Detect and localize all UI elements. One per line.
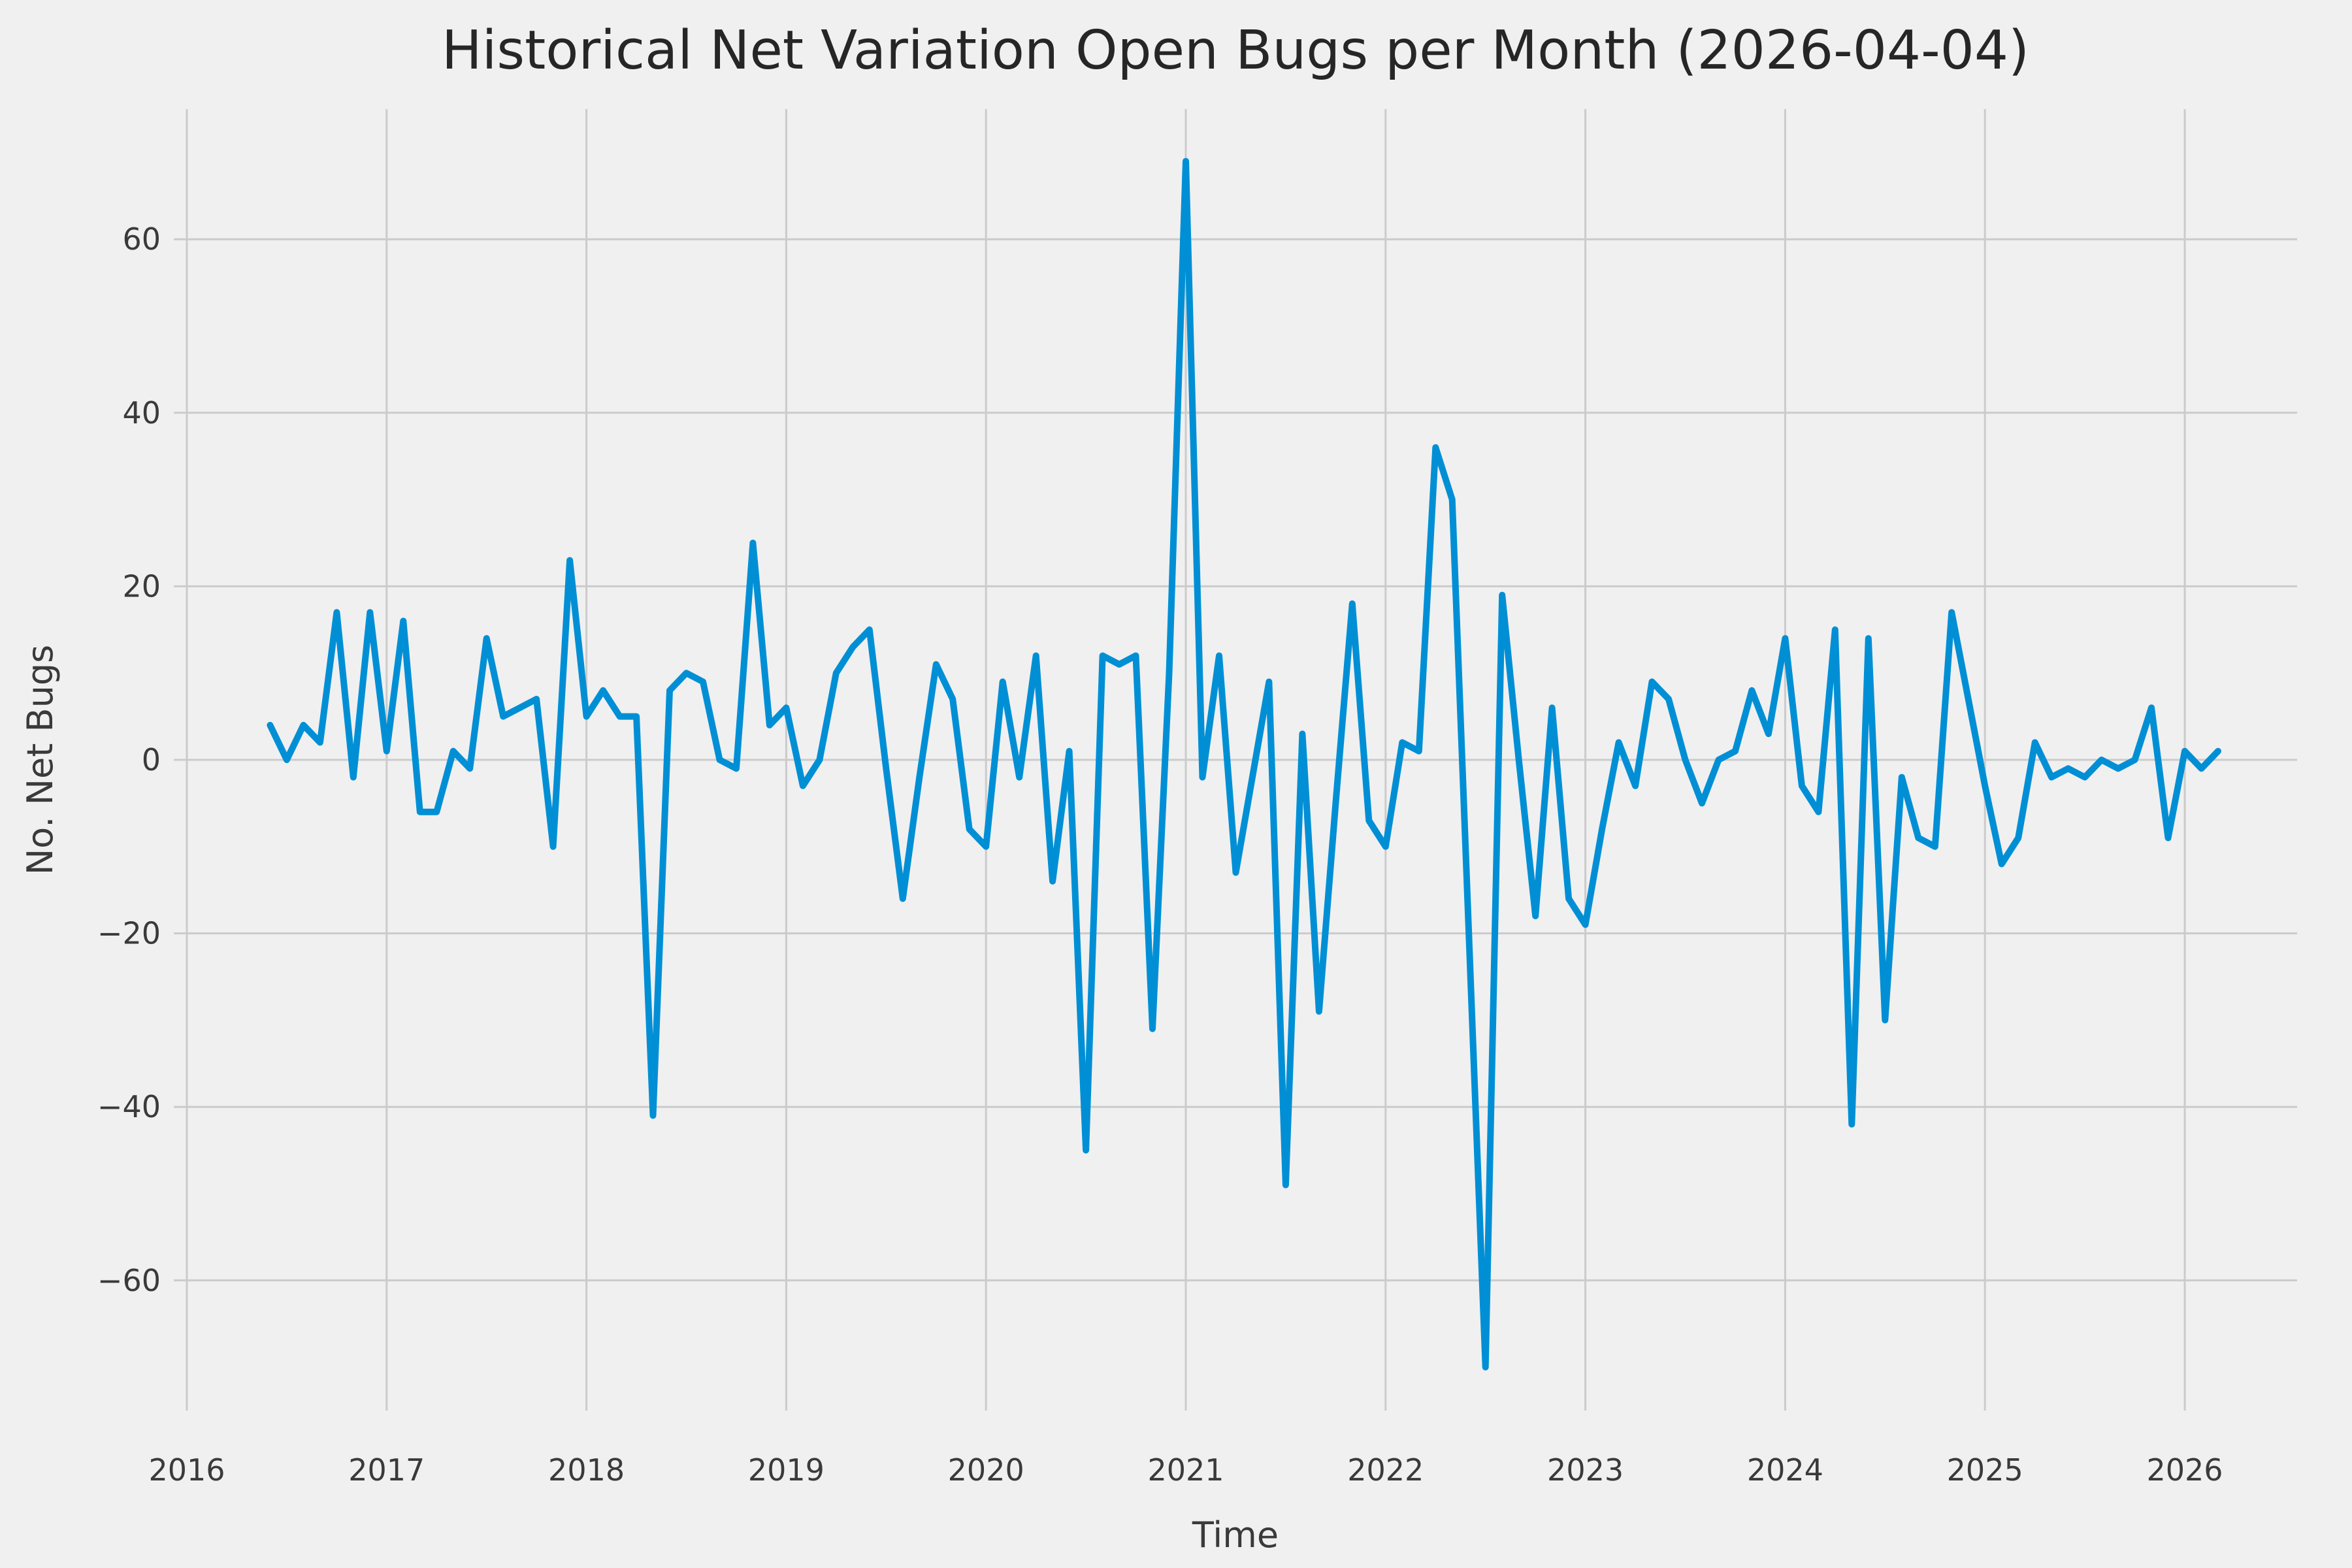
y-axis-label: No. Net Bugs: [20, 645, 61, 875]
chart-title: Historical Net Variation Open Bugs per M…: [442, 20, 2029, 82]
x-axis-label: Time: [1192, 1514, 1279, 1556]
net-bugs-series-line: [267, 157, 2221, 1371]
x-tick-label-2026: 2026: [2146, 1452, 2223, 1488]
y-tick-label--40: −40: [97, 1089, 161, 1124]
y-tick-label-60: 60: [122, 221, 161, 257]
y-tick-label-20: 20: [122, 568, 161, 604]
x-axis-tick-labels: 2016 2017 2018 2019 2020 2021 2022 2023 2024 2025…: [148, 1452, 2223, 1488]
y-tick-label-40: 40: [122, 395, 161, 431]
x-tick-label-2025: 2025: [1947, 1452, 2023, 1488]
x-tick-label-2021: 2021: [1147, 1452, 1224, 1488]
y-tick-label-0: 0: [142, 742, 161, 777]
x-tick-label-2017: 2017: [348, 1452, 425, 1488]
x-tick-label-2018: 2018: [548, 1452, 625, 1488]
y-tick-label--20: −20: [97, 916, 161, 951]
y-axis-tick-labels: 60 40 20 0 −20 −40 −60: [97, 221, 161, 1298]
y-tick-label--60: −60: [97, 1263, 161, 1298]
x-tick-label-2019: 2019: [748, 1452, 825, 1488]
x-tick-label-2020: 2020: [948, 1452, 1024, 1488]
x-tick-label-2022: 2022: [1347, 1452, 1424, 1488]
x-tick-label-2016: 2016: [148, 1452, 225, 1488]
x-tick-label-2024: 2024: [1747, 1452, 1823, 1488]
x-tick-label-2023: 2023: [1547, 1452, 1624, 1488]
